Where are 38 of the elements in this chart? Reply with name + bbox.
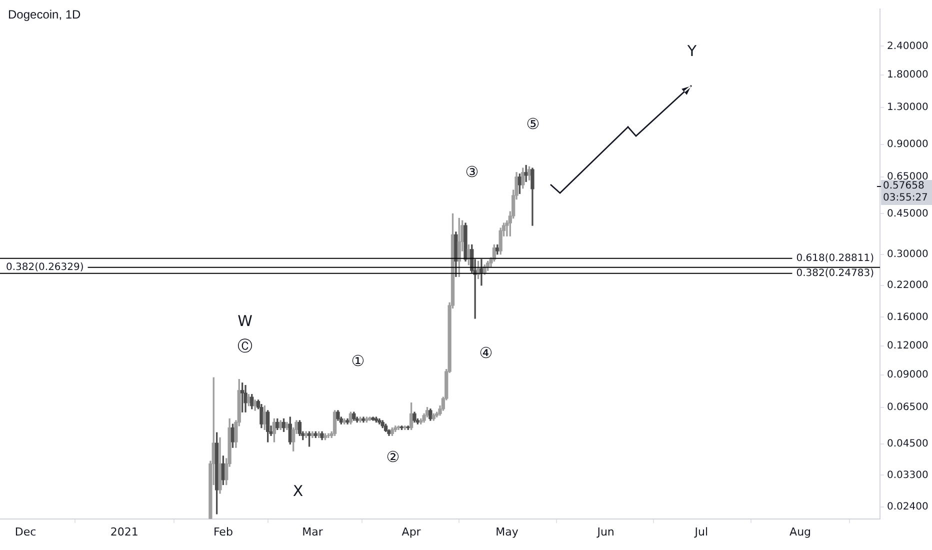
annotation: ② bbox=[386, 448, 400, 466]
y-tick-label: 0.16000 bbox=[887, 312, 928, 323]
annotation: ④ bbox=[479, 344, 493, 362]
text: 0.57658 bbox=[883, 180, 924, 192]
y-tick-label: 0.30000 bbox=[887, 248, 928, 260]
annotation: ① bbox=[351, 352, 365, 370]
x-tick-label: May bbox=[496, 525, 519, 538]
y-tick-label: 0.12000 bbox=[887, 340, 928, 352]
y-tick-label: 0.22000 bbox=[887, 280, 928, 291]
x-tick-label: 2021 bbox=[110, 525, 138, 538]
x-tick-label: Dec bbox=[14, 525, 36, 538]
y-tick-label: 0.02400 bbox=[887, 502, 928, 513]
annotation: ③ bbox=[465, 162, 479, 181]
y-tick-label: 0.04500 bbox=[887, 438, 928, 450]
text: 03:55:27 bbox=[883, 192, 928, 204]
annotation: X bbox=[292, 482, 304, 500]
ref-line-label: 0.618(0.28811) bbox=[796, 252, 874, 264]
y-tick-label: 0.09000 bbox=[887, 369, 928, 380]
x-tick-label: Feb bbox=[213, 525, 233, 538]
x-tick-label: Apr bbox=[402, 525, 422, 538]
chart-title: Dogecoin, 1D bbox=[8, 7, 82, 22]
ref-line-label: 0.382(0.26329) bbox=[6, 262, 84, 273]
y-tick-label: 0.90000 bbox=[887, 138, 928, 150]
y-tick-label: 0.03300 bbox=[887, 470, 928, 481]
annotation: W bbox=[238, 312, 253, 330]
x-tick-label: Jun bbox=[596, 525, 614, 538]
y-tick-label: 1.30000 bbox=[887, 102, 928, 114]
x-tick-label: Mar bbox=[302, 525, 324, 538]
y-tick-label: 0.06500 bbox=[887, 402, 928, 413]
ref-line-label: 0.382(0.24783) bbox=[796, 268, 874, 279]
annotation: Ⓒ bbox=[238, 336, 252, 355]
x-tick-label: Aug bbox=[790, 525, 812, 538]
y-tick-label: 2.40000 bbox=[887, 40, 928, 52]
y-tick-label: 1.80000 bbox=[887, 70, 928, 81]
annotation: Y bbox=[686, 42, 698, 60]
y-tick-label: 0.45000 bbox=[887, 208, 928, 220]
annotation: ⑤ bbox=[526, 114, 540, 133]
x-tick-label: Jul bbox=[694, 525, 708, 538]
